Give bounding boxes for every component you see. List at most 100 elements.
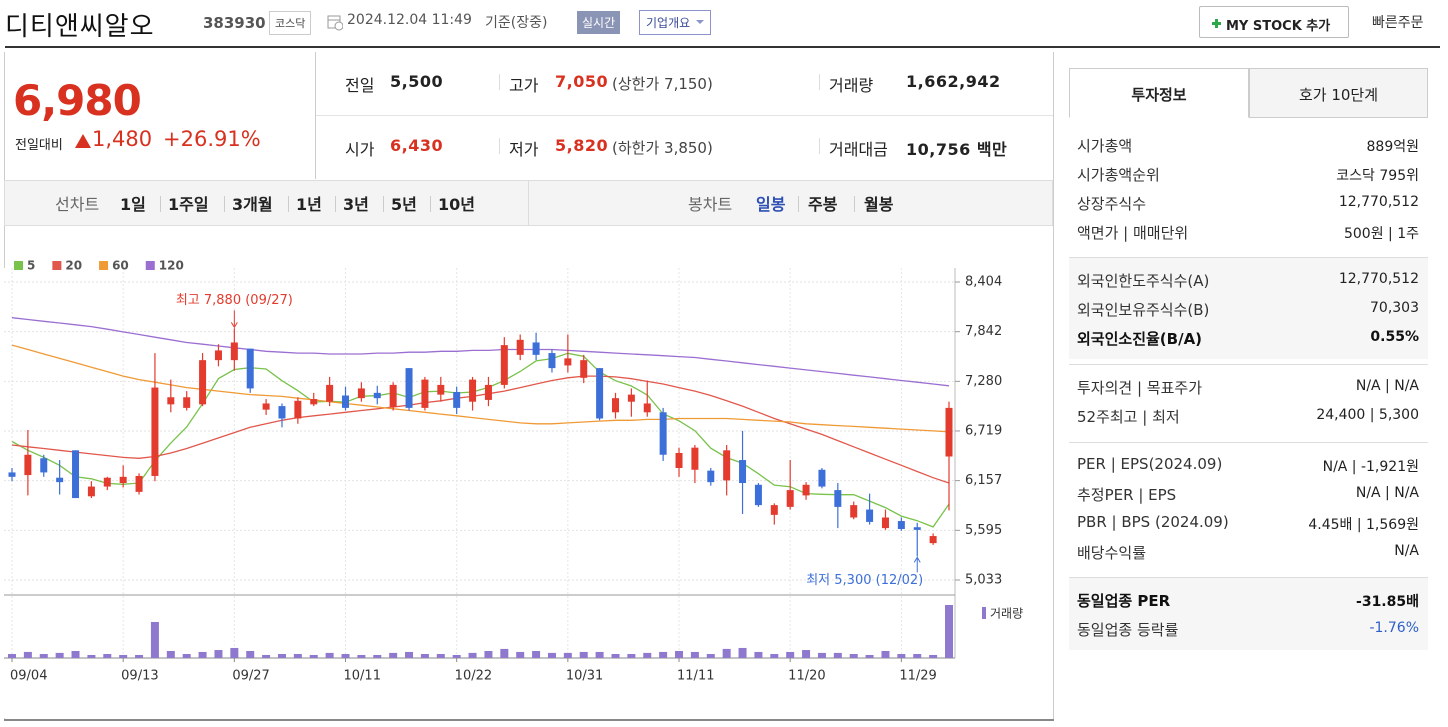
volume-bar xyxy=(770,654,779,658)
info-value: -1.76% xyxy=(1369,620,1419,636)
candle-body xyxy=(818,469,826,487)
divider xyxy=(1053,52,1054,720)
volume-bar xyxy=(150,621,159,658)
volume-bar xyxy=(945,605,953,658)
x-tick-label: 11/29 xyxy=(899,669,936,684)
quick-order[interactable]: 빠른주문 xyxy=(1372,15,1424,31)
volume-bar xyxy=(373,654,382,658)
info-label: 동일업종 PER xyxy=(1077,592,1171,610)
candle-body xyxy=(596,368,604,419)
volume-bar xyxy=(786,651,795,658)
x-tick-label: 10/22 xyxy=(455,669,492,684)
volume-bar xyxy=(706,654,715,658)
realtime-badge[interactable]: 실시간 xyxy=(577,11,621,34)
period-tab[interactable]: 3개월 xyxy=(232,195,273,214)
quote-value: 7,050 xyxy=(555,72,609,91)
quote-value: 6,430 xyxy=(390,136,444,155)
candle-body xyxy=(881,517,889,529)
candle-body xyxy=(230,342,238,361)
info-value: N/A | N/A xyxy=(1355,485,1419,501)
volume-bar xyxy=(547,652,556,658)
period-tab[interactable]: 5년 xyxy=(391,195,417,214)
candle-body xyxy=(342,395,350,408)
mystock-button[interactable]: MY STOCK 추가 xyxy=(1199,6,1349,38)
group-bg xyxy=(1069,258,1428,359)
stock-chart: 8,404 7,842 7,280 6,719 6,157 5,595 5,033 09/04… xyxy=(4,259,1023,718)
tab-sep xyxy=(335,196,336,212)
volume-bar xyxy=(643,652,652,658)
candle-period-tab[interactable]: 주봉 xyxy=(808,195,838,214)
period-tab[interactable]: 1일 xyxy=(120,195,146,214)
volume-bar xyxy=(722,648,731,658)
candle-body xyxy=(199,360,207,405)
candle-period-tab[interactable]: 월봉 xyxy=(864,195,894,214)
candle-period-tab[interactable]: 일봉 xyxy=(756,195,786,214)
calendar-icon xyxy=(327,15,343,31)
volume-bar xyxy=(738,647,747,658)
candle-body xyxy=(580,360,588,378)
volume-bar xyxy=(500,648,509,658)
volume-bar xyxy=(309,654,318,658)
group-sep xyxy=(1069,257,1428,258)
candle-body xyxy=(310,399,318,405)
candle-body xyxy=(611,398,619,413)
candle-body xyxy=(40,458,48,473)
volume-bar xyxy=(563,652,572,658)
period-tab[interactable]: 1주일 xyxy=(168,195,209,214)
info-label: 외국인소진율(B/A) xyxy=(1077,330,1203,348)
tab-sep xyxy=(160,196,161,212)
quote-value: 5,500 xyxy=(390,72,444,91)
ma-line xyxy=(11,352,950,528)
candle-body xyxy=(739,460,747,484)
candle-body xyxy=(262,403,270,410)
info-label: PBR | BPS (2024.09) xyxy=(1077,513,1229,531)
y-tick-label: 7,280 xyxy=(965,374,1002,389)
company-dropdown[interactable]: 기업개요 xyxy=(639,10,712,35)
volume-bar xyxy=(198,651,207,658)
volume-bar xyxy=(817,652,826,658)
info-row: 외국인소진율(B/A) 0.55% xyxy=(1069,324,1428,353)
candle-body xyxy=(87,486,95,497)
info-tab[interactable]: 호가 10단계 xyxy=(1249,68,1428,118)
divider xyxy=(4,719,1054,721)
quote-label: 거래량 xyxy=(829,76,874,95)
legend-swatch xyxy=(145,261,155,270)
candle-body xyxy=(659,412,667,455)
period-tab[interactable]: 1년 xyxy=(296,195,322,214)
quote-value: 10,756 백만 xyxy=(906,140,1008,159)
candle-body xyxy=(421,379,429,408)
candle-body xyxy=(405,368,413,408)
candle-body xyxy=(119,476,127,484)
candle-body xyxy=(548,353,556,369)
volume-bar xyxy=(659,651,668,658)
y-tick-label: 6,157 xyxy=(965,473,1002,488)
x-tick-label: 09/27 xyxy=(232,669,269,684)
x-tick-label: 11/11 xyxy=(677,669,714,684)
candle-body xyxy=(183,397,191,408)
legend-swatch xyxy=(52,261,62,270)
volume-bar xyxy=(627,654,636,658)
legend-label: 60 xyxy=(112,259,129,273)
candle-body xyxy=(707,470,715,483)
x-tick-label: 10/11 xyxy=(344,669,381,684)
volume-bar xyxy=(293,654,302,658)
group-bg xyxy=(1069,578,1428,650)
x-tick-label: 10/31 xyxy=(566,669,603,684)
candle-body xyxy=(151,387,159,476)
period-tab[interactable]: 10년 xyxy=(438,195,475,214)
header-rule xyxy=(5,46,1440,48)
volume-bar xyxy=(595,651,604,658)
volume-bar xyxy=(849,654,858,658)
volume-bar xyxy=(913,654,922,658)
volume-bar xyxy=(802,650,811,658)
basis: 기준(장중) xyxy=(485,15,548,31)
quote-label: 고가 xyxy=(509,76,539,95)
legend-swatch xyxy=(14,261,23,270)
volume-bar xyxy=(55,652,64,658)
info-label: 시가총액 xyxy=(1077,137,1133,155)
info-value: 12,770,512 xyxy=(1338,271,1419,287)
info-tab[interactable]: 투자정보 xyxy=(1069,68,1249,118)
period-tab[interactable]: 3년 xyxy=(343,195,369,214)
info-row: 동일업종 PER -31.85배 xyxy=(1069,586,1428,615)
volume-bar xyxy=(690,651,699,658)
